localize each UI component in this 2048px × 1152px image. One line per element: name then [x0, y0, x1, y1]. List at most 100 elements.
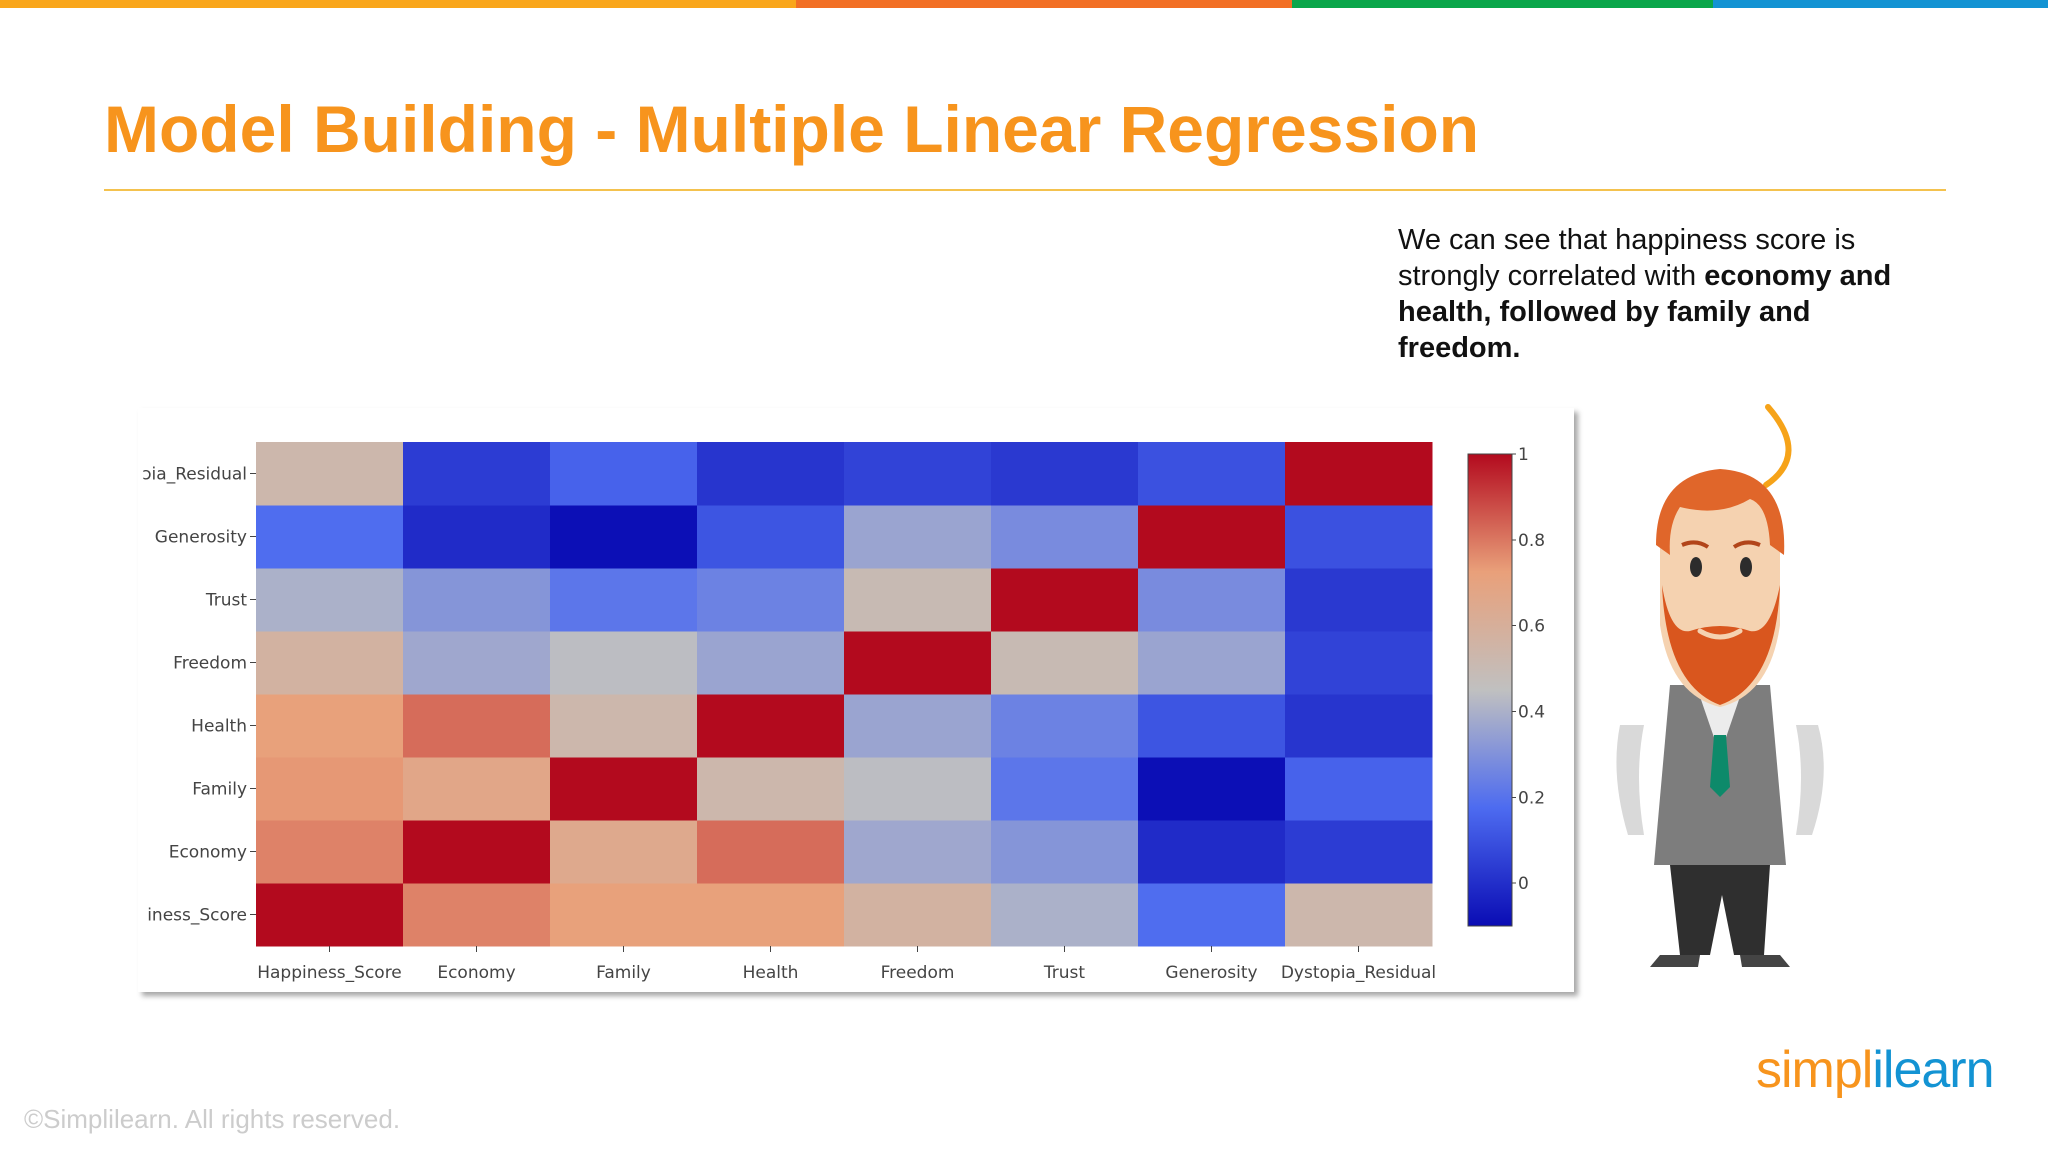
heatmap-cell-trust-health [697, 568, 845, 632]
heatmap-cell-health-freedom [844, 694, 992, 758]
heatmap-cell-family-economy [403, 757, 551, 821]
heatmap-cell-trust-dystopia_residual [1285, 568, 1433, 632]
heatmap-cell-economy-economy [403, 820, 551, 884]
heatmap-cell-trust-family [550, 568, 698, 632]
heatmap-cell-happiness_score-dystopia_residual [1285, 883, 1433, 947]
heatmap-cell-dystopia_residual-health [697, 442, 845, 506]
logo-text-accent: ilearn [1872, 1041, 1994, 1099]
heatmap-cell-family-happiness_score [256, 757, 404, 821]
simplilearn-logo: simplilearn [1756, 1040, 1995, 1100]
heatmap-cell-health-family [550, 694, 698, 758]
heatmap-cell-family-generosity [1138, 757, 1286, 821]
x-tick-label: Family [596, 963, 651, 983]
heatmap-cell-happiness_score-economy [403, 883, 551, 947]
note-emphasis: economy and health, followed by family a… [1398, 260, 1892, 364]
heatmap-cell-dystopia_residual-generosity [1138, 442, 1286, 506]
heatmap-cell-dystopia_residual-family [550, 442, 698, 506]
heatmap-cell-happiness_score-generosity [1138, 883, 1286, 947]
heatmap-cell-family-trust [991, 757, 1139, 821]
heatmap-cell-freedom-health [697, 631, 845, 695]
heatmap-cell-generosity-economy [403, 505, 551, 569]
heatmap-cell-economy-health [697, 820, 845, 884]
title-divider [104, 189, 1946, 191]
heatmap-cell-happiness_score-family [550, 883, 698, 947]
heatmap-cell-health-trust [991, 694, 1139, 758]
heatmap-cell-generosity-trust [991, 505, 1139, 569]
heatmap-cell-dystopia_residual-economy [403, 442, 551, 506]
y-tick-label: Family [192, 780, 247, 800]
colorbar-tick-label: 0.4 [1518, 702, 1545, 722]
x-tick-label: Happiness_Score [257, 963, 402, 983]
heatmap-cell-health-generosity [1138, 694, 1286, 758]
heatmap-cell-generosity-happiness_score [256, 505, 404, 569]
y-tick-label: Trust [205, 591, 248, 611]
heatmap-cell-freedom-economy [403, 631, 551, 695]
x-tick-label: Freedom [881, 963, 955, 983]
heatmap-cell-economy-dystopia_residual [1285, 820, 1433, 884]
heatmap-cell-freedom-trust [991, 631, 1139, 695]
colorbar-tick-label: 1 [1518, 445, 1529, 465]
insight-note: We can see that happiness score is stron… [1398, 222, 1938, 366]
heatmap-cell-trust-happiness_score [256, 568, 404, 632]
heatmap-cell-generosity-family [550, 505, 698, 569]
heatmap-cell-freedom-generosity [1138, 631, 1286, 695]
slide-title: Model Building - Multiple Linear Regress… [104, 92, 1480, 166]
top-color-bar [0, 0, 2048, 8]
heatmap-cell-generosity-dystopia_residual [1285, 505, 1433, 569]
heatmap-cell-economy-trust [991, 820, 1139, 884]
heatmap-cell-economy-generosity [1138, 820, 1286, 884]
heatmap-cell-generosity-health [697, 505, 845, 569]
heatmap-cell-generosity-freedom [844, 505, 992, 569]
heatmap-cell-trust-economy [403, 568, 551, 632]
x-tick-label: Generosity [1165, 963, 1257, 983]
colorbar [1467, 453, 1513, 927]
y-tick-label: Generosity [155, 528, 247, 548]
x-tick-label: Trust [1043, 963, 1086, 983]
y-tick-label: ɔia_Residual [142, 465, 247, 485]
y-tick-label: iness_Score [147, 906, 247, 926]
topbar-segment-green [1292, 0, 1713, 8]
colorbar-tick-label: 0 [1518, 874, 1529, 894]
x-tick-label: Dystopia_Residual [1281, 963, 1436, 983]
heatmap-cell-health-dystopia_residual [1285, 694, 1433, 758]
heatmap-cell-trust-trust [991, 568, 1139, 632]
colorbar-tick-label: 0.6 [1518, 617, 1545, 637]
copyright-notice: ©Simplilearn. All rights reserved. [24, 1104, 401, 1134]
topbar-segment-blue [1713, 0, 2048, 8]
topbar-segment-yellow [0, 0, 796, 8]
heatmap-cell-happiness_score-health [697, 883, 845, 947]
note-text: We can see that happiness score is stron… [1398, 224, 1856, 292]
heatmap-cell-freedom-happiness_score [256, 631, 404, 695]
heatmap-cell-dystopia_residual-freedom [844, 442, 992, 506]
x-tick-label: Health [743, 963, 799, 983]
heatmap-cell-trust-freedom [844, 568, 992, 632]
heatmap-cell-generosity-generosity [1138, 505, 1286, 569]
heatmap-cell-dystopia_residual-dystopia_residual [1285, 442, 1433, 506]
heatmap-cell-economy-family [550, 820, 698, 884]
heatmap-cell-economy-freedom [844, 820, 992, 884]
thinking-man-illustration [1616, 404, 1824, 967]
heatmap-cell-happiness_score-trust [991, 883, 1139, 947]
heatmap-cell-health-economy [403, 694, 551, 758]
heatmap-cell-freedom-freedom [844, 631, 992, 695]
heatmap-cell-freedom-family [550, 631, 698, 695]
correlation-heatmap: Happiness_Score Economy Family Health Freedo… [142, 442, 1545, 983]
heatmap-cell-health-health [697, 694, 845, 758]
logo-text-main: simpl [1756, 1041, 1873, 1099]
y-tick-label: Health [191, 717, 247, 737]
heatmap-cell-trust-generosity [1138, 568, 1286, 632]
heatmap-cell-dystopia_residual-trust [991, 442, 1139, 506]
heatmap-cell-happiness_score-happiness_score [256, 883, 404, 947]
colorbar-tick-label: 0.2 [1518, 788, 1545, 808]
heatmap-cell-dystopia_residual-happiness_score [256, 442, 404, 506]
heatmap-cell-family-dystopia_residual [1285, 757, 1433, 821]
topbar-segment-orange [796, 0, 1292, 8]
y-tick-label: Freedom [173, 654, 247, 674]
heatmap-cell-family-freedom [844, 757, 992, 821]
heatmap-cell-health-happiness_score [256, 694, 404, 758]
heatmap-cell-economy-happiness_score [256, 820, 404, 884]
heatmap-cell-family-family [550, 757, 698, 821]
x-tick-label: Economy [437, 963, 515, 983]
colorbar-tick-label: 0.8 [1518, 531, 1545, 551]
heatmap-cell-family-health [697, 757, 845, 821]
